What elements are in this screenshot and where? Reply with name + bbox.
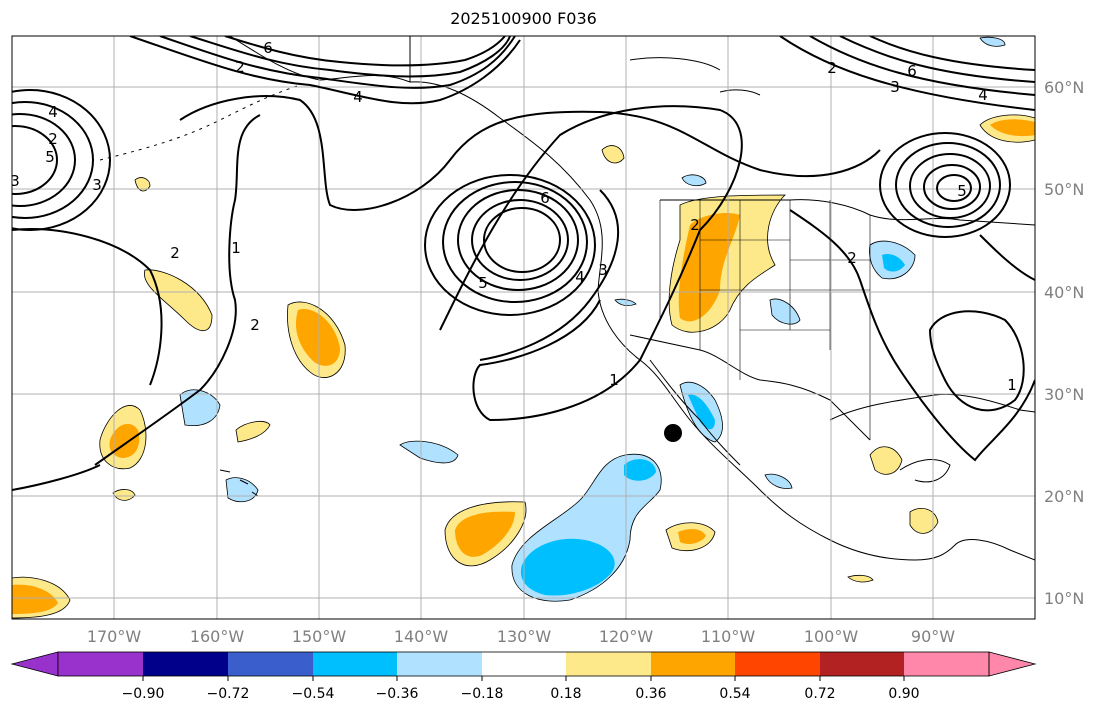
state-lines [659, 200, 871, 440]
svg-text:3: 3 [890, 78, 900, 96]
anomaly-positive [112, 489, 136, 501]
colorbar-tick-label: 0.54 [719, 686, 750, 702]
colorbar-segment [143, 652, 229, 676]
svg-text:4: 4 [353, 88, 363, 106]
svg-text:110°W: 110°W [701, 627, 756, 646]
svg-text:3: 3 [10, 172, 20, 190]
latitude-labels: 10°N 20°N 30°N 40°N 50°N 60°N [1044, 78, 1084, 608]
svg-text:4: 4 [48, 103, 58, 121]
svg-text:2: 2 [250, 316, 260, 334]
colorbar-tick-label: −0.90 [122, 686, 165, 702]
colorbar-segment [820, 652, 905, 676]
svg-text:6: 6 [263, 39, 273, 57]
anomaly-negative [769, 298, 801, 325]
colorbar-tick-label: 0.72 [804, 686, 835, 702]
svg-text:140°W: 140°W [394, 627, 449, 646]
svg-text:90°W: 90°W [911, 627, 955, 646]
svg-text:2: 2 [235, 58, 245, 76]
colorbar-max-extend [988, 651, 1037, 677]
colorbar-segment [313, 652, 399, 676]
hudson-bay [629, 57, 761, 96]
svg-text:1: 1 [609, 371, 619, 389]
colorbar-tick-label: 0.90 [888, 686, 919, 702]
svg-text:100°W: 100°W [804, 627, 859, 646]
anomaly-positive [909, 507, 939, 534]
svg-text:10°N: 10°N [1044, 589, 1084, 608]
colorbar-tick-label: −0.36 [376, 686, 419, 702]
location-marker [664, 424, 682, 442]
svg-text:60°N: 60°N [1044, 78, 1084, 97]
svg-text:2: 2 [170, 244, 180, 262]
anomaly-negative [399, 440, 459, 464]
colorbar-segment [651, 652, 737, 676]
svg-text:6: 6 [907, 62, 917, 80]
colorbar: −0.90 −0.72 −0.54 −0.36 −0.18 0.18 0.36 … [10, 651, 1037, 702]
svg-text:6: 6 [540, 189, 550, 207]
longitude-labels: 170°W 160°W 150°W 140°W 130°W 120°W 110°… [87, 627, 955, 646]
colorbar-segment [482, 652, 568, 676]
colorbar-segment [735, 652, 821, 676]
svg-text:2: 2 [847, 249, 857, 267]
svg-text:50°N: 50°N [1044, 180, 1084, 199]
svg-text:3: 3 [92, 176, 102, 194]
colorbar-ticks [142, 676, 905, 681]
colorbar-segment [228, 652, 314, 676]
svg-text:170°W: 170°W [87, 627, 142, 646]
svg-text:2: 2 [690, 216, 700, 234]
svg-text:130°W: 130°W [497, 627, 552, 646]
colorbar-segment [58, 652, 144, 676]
gulf-coast [829, 393, 1035, 421]
anomaly-positive [235, 420, 271, 443]
svg-text:120°W: 120°W [599, 627, 654, 646]
anomaly-negative [681, 174, 707, 187]
map-panel: 6 2 4 2 4 5 3 3 2 1 2 6 5 4 3 2 1 2 3 4 … [10, 36, 1035, 619]
svg-text:1: 1 [231, 239, 241, 257]
svg-text:4: 4 [575, 268, 585, 286]
anomaly-negative [179, 389, 221, 427]
svg-text:5: 5 [957, 182, 967, 200]
map-title: 2025100900 F036 [450, 9, 597, 28]
anomaly-negative [764, 473, 793, 489]
anomaly-positive [869, 446, 903, 475]
height-contours [12, 36, 1035, 491]
colorbar-tick-label: −0.72 [207, 686, 250, 702]
anomaly-positive [601, 145, 625, 164]
colorbar-segment [397, 652, 483, 676]
svg-text:30°N: 30°N [1044, 385, 1084, 404]
svg-text:150°W: 150°W [292, 627, 347, 646]
baja-coast [649, 359, 741, 466]
anomaly-positive [847, 574, 874, 583]
contour-labels: 6 2 4 2 4 5 3 3 2 1 2 6 5 4 3 2 1 2 3 4 … [10, 39, 1017, 394]
colorbar-tick-label: −0.54 [292, 686, 335, 702]
svg-text:3: 3 [598, 261, 608, 279]
svg-text:40°N: 40°N [1044, 283, 1084, 302]
svg-text:5: 5 [45, 148, 55, 166]
svg-text:5: 5 [478, 274, 488, 292]
us-mexico-border [629, 334, 871, 441]
map-frame [11, 35, 1036, 620]
north-american-coast [409, 36, 1035, 561]
svg-text:160°W: 160°W [190, 627, 245, 646]
anomaly-positive [143, 269, 213, 332]
svg-text:20°N: 20°N [1044, 487, 1084, 506]
svg-text:1: 1 [1007, 376, 1017, 394]
hawaii [219, 469, 259, 497]
colorbar-tick-label: 0.18 [550, 686, 581, 702]
svg-text:4: 4 [978, 86, 988, 104]
colorbar-segment [904, 652, 990, 676]
anomaly-negative [979, 36, 1006, 47]
yucatan-coast [899, 459, 951, 483]
colorbar-min-extend [10, 651, 59, 677]
colorbar-segment [566, 652, 652, 676]
colorbar-tick-label: −0.18 [461, 686, 504, 702]
svg-text:2: 2 [48, 130, 58, 148]
svg-text:2: 2 [827, 59, 837, 77]
colorbar-tick-label: 0.36 [635, 686, 666, 702]
